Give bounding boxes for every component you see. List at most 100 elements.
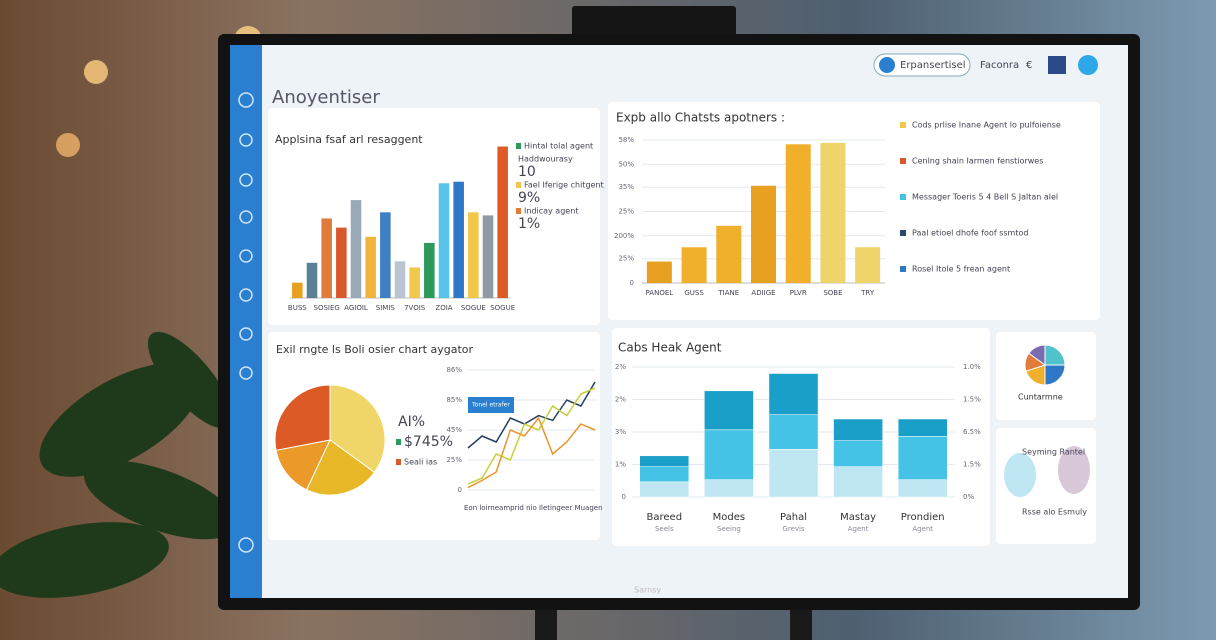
- app-title: Anoyentiser: [272, 87, 380, 108]
- note: $745%: [404, 434, 453, 450]
- note-marker: [396, 459, 401, 465]
- y-tick-label: 25%: [618, 255, 634, 263]
- bar-segment: [704, 390, 754, 431]
- x-axis-label: Eon loirneamprid nio Iletingeer Muagen: [464, 504, 603, 512]
- x-tick-label: GUSS: [684, 289, 704, 297]
- bar: [336, 227, 347, 298]
- bar: [292, 282, 303, 298]
- menu[interactable]: Faconra: [980, 60, 1019, 71]
- bar-segment: [768, 414, 819, 450]
- legend-label: Cods prlise Inane Agent lo pulfoiense: [912, 121, 1061, 130]
- bar: [716, 225, 742, 283]
- search-icon: [879, 57, 895, 73]
- note: 10: [518, 164, 536, 180]
- profile[interactable]: [1078, 55, 1098, 75]
- bar-segment: [768, 449, 819, 498]
- bar: [646, 261, 672, 283]
- y-tick-label: 200%: [614, 232, 634, 240]
- y-tick-label: 2%: [615, 363, 626, 371]
- bar-segment: [897, 436, 948, 480]
- bar-segment: [639, 455, 690, 467]
- pie-slice: [275, 439, 331, 491]
- legend-swatch: [900, 266, 906, 272]
- y-tick-label: 1%: [615, 461, 626, 469]
- chart-title: Cabs Heak Agent: [618, 341, 722, 355]
- bar: [321, 218, 332, 298]
- x-tick-label: Bareed: [647, 512, 683, 523]
- bar: [350, 200, 362, 298]
- x-tick-sublabel: Seeing: [717, 525, 741, 533]
- line: [467, 381, 596, 449]
- x-tick-label: PANOEL: [646, 289, 674, 297]
- bar-segment: [639, 466, 690, 483]
- card-shape: [1058, 446, 1090, 494]
- bar: [482, 215, 494, 298]
- legend-label: Cenlng shain Iarmen fenstiorwes: [912, 157, 1043, 166]
- pie-slice: [1028, 344, 1046, 366]
- note: Haddwourasy: [518, 155, 573, 164]
- bar: [394, 261, 406, 298]
- y-tick-label: 0: [630, 279, 634, 287]
- y-tick-label: 0%: [963, 493, 974, 501]
- bar: [365, 236, 376, 298]
- y-tick-label: 35%: [618, 183, 634, 191]
- note: AI%: [398, 414, 425, 430]
- line: [467, 416, 596, 489]
- bar: [424, 242, 435, 298]
- bar-segment: [833, 466, 883, 498]
- bar: [855, 247, 881, 283]
- legend-swatch: [900, 158, 906, 164]
- x-tick-label: AGIOIL: [344, 304, 368, 312]
- y-tick-label: 25%: [446, 456, 462, 464]
- bar: [468, 212, 479, 298]
- y-tick-label: 1.5%: [963, 461, 981, 469]
- search-text: Erpansertisel: [900, 60, 966, 71]
- note-marker: [516, 143, 521, 149]
- bar-segment: [639, 481, 690, 498]
- x-tick-label: Modes: [713, 512, 745, 523]
- bar: [681, 247, 707, 283]
- pie-slice: [329, 384, 386, 474]
- avatar[interactable]: [1048, 56, 1066, 74]
- plant: [0, 331, 236, 598]
- card-shape: [1004, 453, 1036, 497]
- search-pill[interactable]: [873, 53, 971, 77]
- note-marker: [516, 208, 521, 214]
- y-tick-label: 6.5%: [963, 428, 981, 436]
- note: Seali ias: [404, 458, 437, 467]
- y-tick-label: 50%: [618, 160, 634, 168]
- note: 9%: [518, 190, 540, 206]
- note: 1%: [518, 216, 540, 232]
- chart-title: Exil rngte ls Boli osier chart aygator: [276, 343, 474, 356]
- legend-label: Messager Toeris 5 4 Bell S Jaltan alel: [912, 193, 1058, 202]
- y-tick-label: 1.5%: [963, 396, 981, 404]
- x-tick-sublabel: Agent: [848, 525, 869, 533]
- sidebar-icons: [238, 92, 254, 553]
- bar: [751, 185, 776, 283]
- currency[interactable]: €: [1026, 60, 1032, 71]
- lamp: [56, 133, 80, 157]
- x-tick-label: SOBE: [823, 289, 842, 297]
- bar-segment: [768, 373, 819, 415]
- x-tick-label: Prondien: [901, 512, 945, 523]
- y-tick-label: 58%: [618, 136, 634, 144]
- pie-slice: [1044, 364, 1066, 386]
- bar-segment: [833, 440, 883, 467]
- pie-slice: [1044, 344, 1066, 366]
- camera: [572, 6, 736, 38]
- y-tick-label: 1.0%: [963, 363, 981, 371]
- bar-segment: [897, 418, 948, 437]
- y-tick-label: 0: [622, 493, 626, 501]
- y-tick-label: 2%: [615, 396, 626, 404]
- bar: [409, 267, 420, 298]
- legend-label: Paal etioel dhofe foof ssmtod: [912, 229, 1028, 238]
- note-marker: [396, 439, 401, 445]
- x-tick-label: Mastay: [840, 512, 876, 523]
- bar-segment: [704, 479, 754, 498]
- chart-title: Applsina fsaf arl resaggent: [275, 133, 423, 146]
- bar: [306, 262, 318, 298]
- y-tick-label: 85%: [446, 396, 462, 404]
- y-tick-label: 45%: [446, 426, 462, 434]
